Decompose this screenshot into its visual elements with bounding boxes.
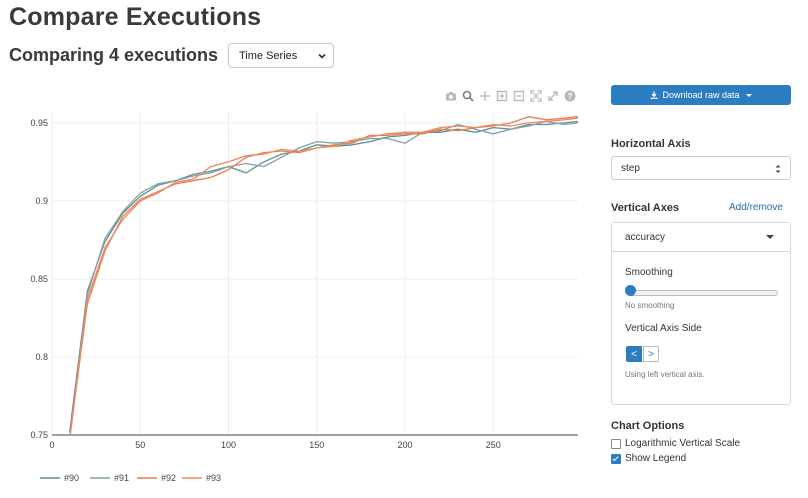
zoom-out-icon[interactable] — [512, 89, 526, 103]
x-tick-label: 0 — [49, 440, 54, 450]
axis-side-right-button[interactable]: > — [643, 346, 659, 362]
legend-item-label[interactable]: #93 — [206, 473, 221, 483]
pan-icon[interactable] — [478, 89, 492, 103]
show-legend-label: Show Legend — [625, 453, 687, 464]
legend-item-label[interactable]: #92 — [161, 473, 176, 483]
x-tick-label: 150 — [309, 440, 324, 450]
log-scale-label: Logarithmic Vertical Scale — [625, 438, 741, 449]
smoothing-slider-thumb[interactable] — [625, 285, 636, 296]
x-tick-label: 100 — [221, 440, 236, 450]
y-tick-label: 0.75 — [30, 430, 48, 440]
y-tick-label: 0.8 — [35, 352, 48, 362]
page-title: Compare Executions — [9, 3, 262, 31]
horizontal-axis-heading: Horizontal Axis — [611, 138, 691, 150]
legend-item-label[interactable]: #90 — [64, 473, 79, 483]
view-mode-value: Time Series — [239, 49, 298, 62]
chevron-down-icon — [318, 53, 326, 59]
caret-down-icon — [766, 235, 774, 239]
sort-arrows-icon — [775, 165, 781, 173]
x-tick-label: 50 — [135, 440, 145, 450]
series-line-90[interactable] — [69, 120, 578, 432]
y-tick-label: 0.85 — [30, 274, 48, 284]
help-icon[interactable]: ? — [563, 89, 577, 103]
axis-side-hint: Using left vertical axis. — [625, 370, 705, 379]
vertical-axis-selected: accuracy — [625, 231, 666, 243]
reset-axes-icon[interactable] — [546, 89, 560, 103]
vertical-axis-dropdown[interactable]: accuracy — [612, 223, 790, 252]
zoom-icon[interactable] — [461, 89, 475, 103]
view-mode-select[interactable]: Time Series — [228, 43, 334, 68]
camera-icon[interactable] — [444, 89, 458, 103]
chart-options-heading: Chart Options — [611, 420, 685, 432]
y-tick-label: 0.9 — [35, 196, 48, 206]
smoothing-hint: No smoothing — [625, 301, 675, 310]
vertical-axes-panel: accuracy — [611, 222, 791, 405]
smoothing-slider-track[interactable] — [628, 290, 778, 296]
legend-item-label[interactable]: #91 — [114, 473, 129, 483]
show-legend-checkbox[interactable] — [611, 454, 621, 464]
series-line-91[interactable] — [69, 120, 578, 436]
download-button-label: Download raw data — [662, 90, 740, 100]
vertical-axis-side-label: Vertical Axis Side — [625, 323, 702, 334]
series-line-92[interactable] — [69, 116, 578, 438]
log-scale-checkbox[interactable] — [611, 439, 621, 449]
chart-area[interactable]: 0.75 0.8 0.85 0.9 0.95 0 50 100 150 200 250 #90 #91 #… — [0, 108, 600, 498]
zoom-in-icon[interactable] — [495, 89, 509, 103]
comparison-subtitle: Comparing 4 executions — [9, 45, 219, 65]
series-line-93[interactable] — [69, 117, 578, 440]
vertical-axes-heading: Vertical Axes — [611, 202, 680, 214]
line-chart[interactable]: 0.75 0.8 0.85 0.9 0.95 0 50 100 150 200 250 #90 #91 #… — [0, 108, 600, 498]
chart-modebar: ? — [444, 89, 577, 103]
smoothing-label: Smoothing — [625, 267, 673, 278]
horizontal-axis-select[interactable]: step — [611, 156, 791, 180]
axis-side-left-button[interactable]: < — [626, 346, 642, 362]
horizontal-axis-value: step — [621, 162, 640, 174]
x-tick-label: 250 — [486, 440, 501, 450]
download-raw-data-button[interactable]: Download raw data — [611, 85, 791, 105]
add-remove-link[interactable]: Add/remove — [729, 202, 783, 213]
download-icon — [650, 91, 658, 99]
caret-down-icon — [745, 93, 752, 97]
x-tick-label: 200 — [398, 440, 413, 450]
autoscale-icon[interactable] — [529, 89, 543, 103]
y-tick-label: 0.95 — [30, 118, 48, 128]
svg-text:?: ? — [568, 92, 573, 101]
